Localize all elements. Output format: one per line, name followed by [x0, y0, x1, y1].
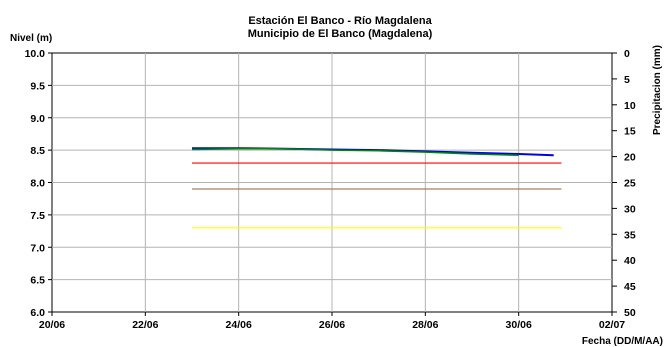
- x-axis-label: Fecha (DD/M/AA): [582, 336, 663, 347]
- chart-title: Estación El Banco - Río Magdalena: [248, 15, 432, 27]
- y2-tick-label: 10: [624, 100, 636, 112]
- y-tick-label: 9.0: [30, 113, 45, 125]
- x-tick-label: 02/07: [599, 319, 625, 331]
- x-tick-label: 26/06: [319, 319, 345, 331]
- y2-tick-label: 20: [624, 152, 636, 164]
- y-tick-label: 8.0: [30, 178, 45, 190]
- x-tick-label: 20/06: [39, 319, 65, 331]
- y-tick-label: 7.0: [30, 242, 45, 254]
- y2-axis-label: Precipitacion (mm): [652, 45, 663, 135]
- x-tick-label: 22/06: [132, 319, 158, 331]
- y-tick-label: 8.5: [30, 145, 45, 157]
- y2-tick-label: 30: [624, 203, 636, 215]
- y2-tick-label: 45: [624, 281, 636, 293]
- y2-tick-label: 5: [624, 74, 630, 86]
- series-line: [191, 148, 519, 157]
- y-axis-label: Nivel (m): [10, 33, 52, 44]
- y2-tick-label: 0: [624, 48, 630, 60]
- x-tick-label: 28/06: [412, 319, 438, 331]
- y2-tick-label: 25: [624, 178, 636, 190]
- y2-tick-label: 35: [624, 229, 636, 241]
- y2-tick-label: 15: [624, 126, 636, 138]
- y-tick-label: 7.5: [30, 210, 45, 222]
- y-tick-label: 6.5: [30, 275, 45, 287]
- y-tick-label: 6.0: [30, 307, 45, 319]
- chart-subtitle: Municipio de El Banco (Magdalena): [248, 28, 433, 40]
- x-tick-label: 30/06: [506, 319, 532, 331]
- y-tick-label: 10.0: [25, 48, 46, 60]
- x-tick-label: 24/06: [226, 319, 252, 331]
- y2-tick-label: 40: [624, 255, 636, 267]
- y-tick-label: 9.5: [30, 80, 45, 92]
- y2-tick-label: 50: [624, 307, 636, 319]
- plot-area: 20/06 22/06 24/06 26/06 28/06 30/06 02/07 6.0 6.…: [25, 48, 636, 331]
